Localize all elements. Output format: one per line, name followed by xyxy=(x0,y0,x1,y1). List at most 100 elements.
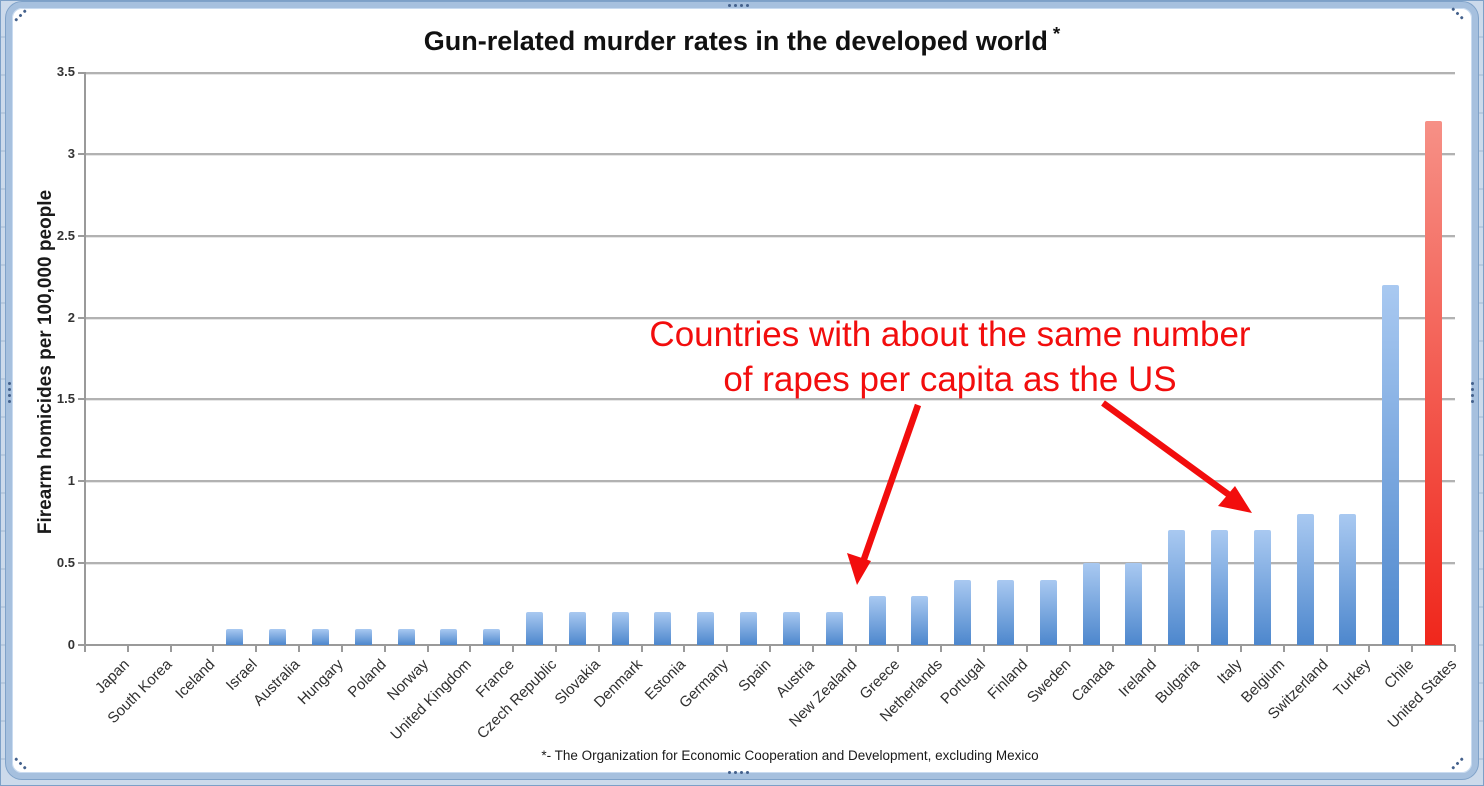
bar-united-kingdom[interactable] xyxy=(440,628,458,645)
bar-austria[interactable] xyxy=(782,612,800,645)
x-tick-mark xyxy=(726,645,729,652)
bar-bulgaria[interactable] xyxy=(1168,530,1186,645)
bar-belgium[interactable] xyxy=(1253,530,1271,645)
bar-denmark[interactable] xyxy=(611,612,629,645)
x-tick-mark xyxy=(897,645,900,652)
x-tick-mark xyxy=(1368,645,1371,652)
bar-spain[interactable] xyxy=(740,612,758,645)
x-tick-mark xyxy=(1325,645,1328,652)
chart-title-text: Gun-related murder rates in the develope… xyxy=(423,26,1048,56)
bar-slovakia[interactable] xyxy=(568,612,586,645)
x-tick-mark xyxy=(340,645,343,652)
chart-object[interactable] xyxy=(6,2,1478,779)
x-tick-mark xyxy=(1068,645,1071,652)
bar-switzerland[interactable] xyxy=(1296,514,1314,645)
gridline-2.5 xyxy=(85,234,1455,237)
x-tick-mark xyxy=(1154,645,1157,652)
x-tick-mark xyxy=(983,645,986,652)
bar-canada[interactable] xyxy=(1082,563,1100,645)
y-tick-label-1: 1 xyxy=(67,473,75,489)
selection-handle-right[interactable] xyxy=(1471,382,1474,403)
x-tick-mark xyxy=(854,645,857,652)
x-tick-mark xyxy=(1454,645,1456,652)
x-tick-mark xyxy=(554,645,557,652)
y-tick-mark xyxy=(78,152,85,155)
bar-czech-republic[interactable] xyxy=(526,612,544,645)
x-tick-mark xyxy=(169,645,172,652)
x-tick-mark xyxy=(1025,645,1028,652)
x-tick-mark xyxy=(683,645,686,652)
y-tick-label-0: 0 xyxy=(67,637,75,652)
bar-turkey[interactable] xyxy=(1339,514,1357,645)
chart-title: Gun-related murder rates in the develope… xyxy=(0,24,1484,57)
gridline-1 xyxy=(85,480,1455,483)
title-footnote-asterisk: * xyxy=(1052,24,1061,45)
bar-ireland[interactable] xyxy=(1125,563,1143,645)
y-tick-mark xyxy=(78,562,85,565)
y-tick-label-3.5: 3.5 xyxy=(56,64,75,79)
x-tick-mark xyxy=(1411,645,1414,652)
x-tick-mark xyxy=(426,645,429,652)
gridline-3.5 xyxy=(85,72,1455,74)
y-tick-mark xyxy=(78,480,85,483)
y-tick-label-3: 3 xyxy=(67,145,75,161)
bar-hungary[interactable] xyxy=(311,628,329,645)
bar-france[interactable] xyxy=(483,628,501,645)
x-tick-mark xyxy=(383,645,386,652)
y-tick-mark xyxy=(78,316,85,319)
bar-sweden[interactable] xyxy=(1039,579,1057,645)
gridline-3 xyxy=(85,152,1455,155)
y-tick-mark xyxy=(78,234,85,237)
x-tick-mark xyxy=(469,645,472,652)
bar-new-zealand[interactable] xyxy=(825,612,843,645)
x-tick-mark xyxy=(597,645,600,652)
x-tick-mark xyxy=(298,645,301,652)
x-tick-mark xyxy=(212,645,215,652)
y-tick-mark xyxy=(78,398,85,401)
bar-united-states[interactable] xyxy=(1425,121,1443,645)
bar-netherlands[interactable] xyxy=(911,595,929,645)
plot-area: 0 0.5 1 1.5 2 2.5 3 3.5 Japan South Korea Iceland I… xyxy=(57,64,1460,743)
y-axis-line xyxy=(84,72,86,651)
x-tick-mark xyxy=(512,645,515,652)
bar-finland[interactable] xyxy=(996,579,1014,645)
bar-norway[interactable] xyxy=(397,628,415,645)
bar-israel[interactable] xyxy=(226,628,244,645)
annotation-textbox[interactable]: Countries with about the same number of … xyxy=(600,312,1300,402)
bar-australia[interactable] xyxy=(269,628,287,645)
gridline-0.5 xyxy=(85,562,1455,565)
bar-greece[interactable] xyxy=(868,595,886,645)
selection-handle-left[interactable] xyxy=(8,382,11,403)
x-tick-mark xyxy=(640,645,643,652)
x-tick-mark xyxy=(255,645,258,652)
y-tick-label-1.5: 1.5 xyxy=(56,391,75,407)
x-tick-mark xyxy=(84,645,86,652)
x-tick-mark xyxy=(1197,645,1200,652)
selection-handle-top[interactable] xyxy=(728,4,749,7)
selection-handle-bottom[interactable] xyxy=(728,771,749,774)
bar-germany[interactable] xyxy=(697,612,715,645)
bar-italy[interactable] xyxy=(1211,530,1229,645)
x-tick-mark xyxy=(1111,645,1114,652)
x-tick-mark xyxy=(1239,645,1242,652)
y-tick-label-2.5: 2.5 xyxy=(56,227,75,243)
annotation-line-2: of rapes per capita as the US xyxy=(723,360,1177,399)
y-tick-mark xyxy=(78,644,85,646)
x-tick-mark xyxy=(1282,645,1285,652)
y-tick-label-0.5: 0.5 xyxy=(56,555,75,571)
x-tick-mark xyxy=(769,645,771,652)
x-tick-mark xyxy=(811,645,814,652)
y-tick-label-2: 2 xyxy=(67,309,75,325)
y-tick-mark xyxy=(78,72,85,74)
gridline-2 xyxy=(85,316,1455,319)
bar-estonia[interactable] xyxy=(654,612,672,645)
x-tick-mark xyxy=(940,645,943,652)
bar-portugal[interactable] xyxy=(954,579,972,645)
gridline-1.5 xyxy=(85,398,1455,401)
bar-poland[interactable] xyxy=(354,628,372,645)
x-tick-mark xyxy=(126,645,129,652)
annotation-line-1: Countries with about the same number xyxy=(649,315,1251,354)
bar-chile[interactable] xyxy=(1382,284,1400,645)
footnote: *- The Organization for Economic Coopera… xyxy=(541,748,1039,763)
